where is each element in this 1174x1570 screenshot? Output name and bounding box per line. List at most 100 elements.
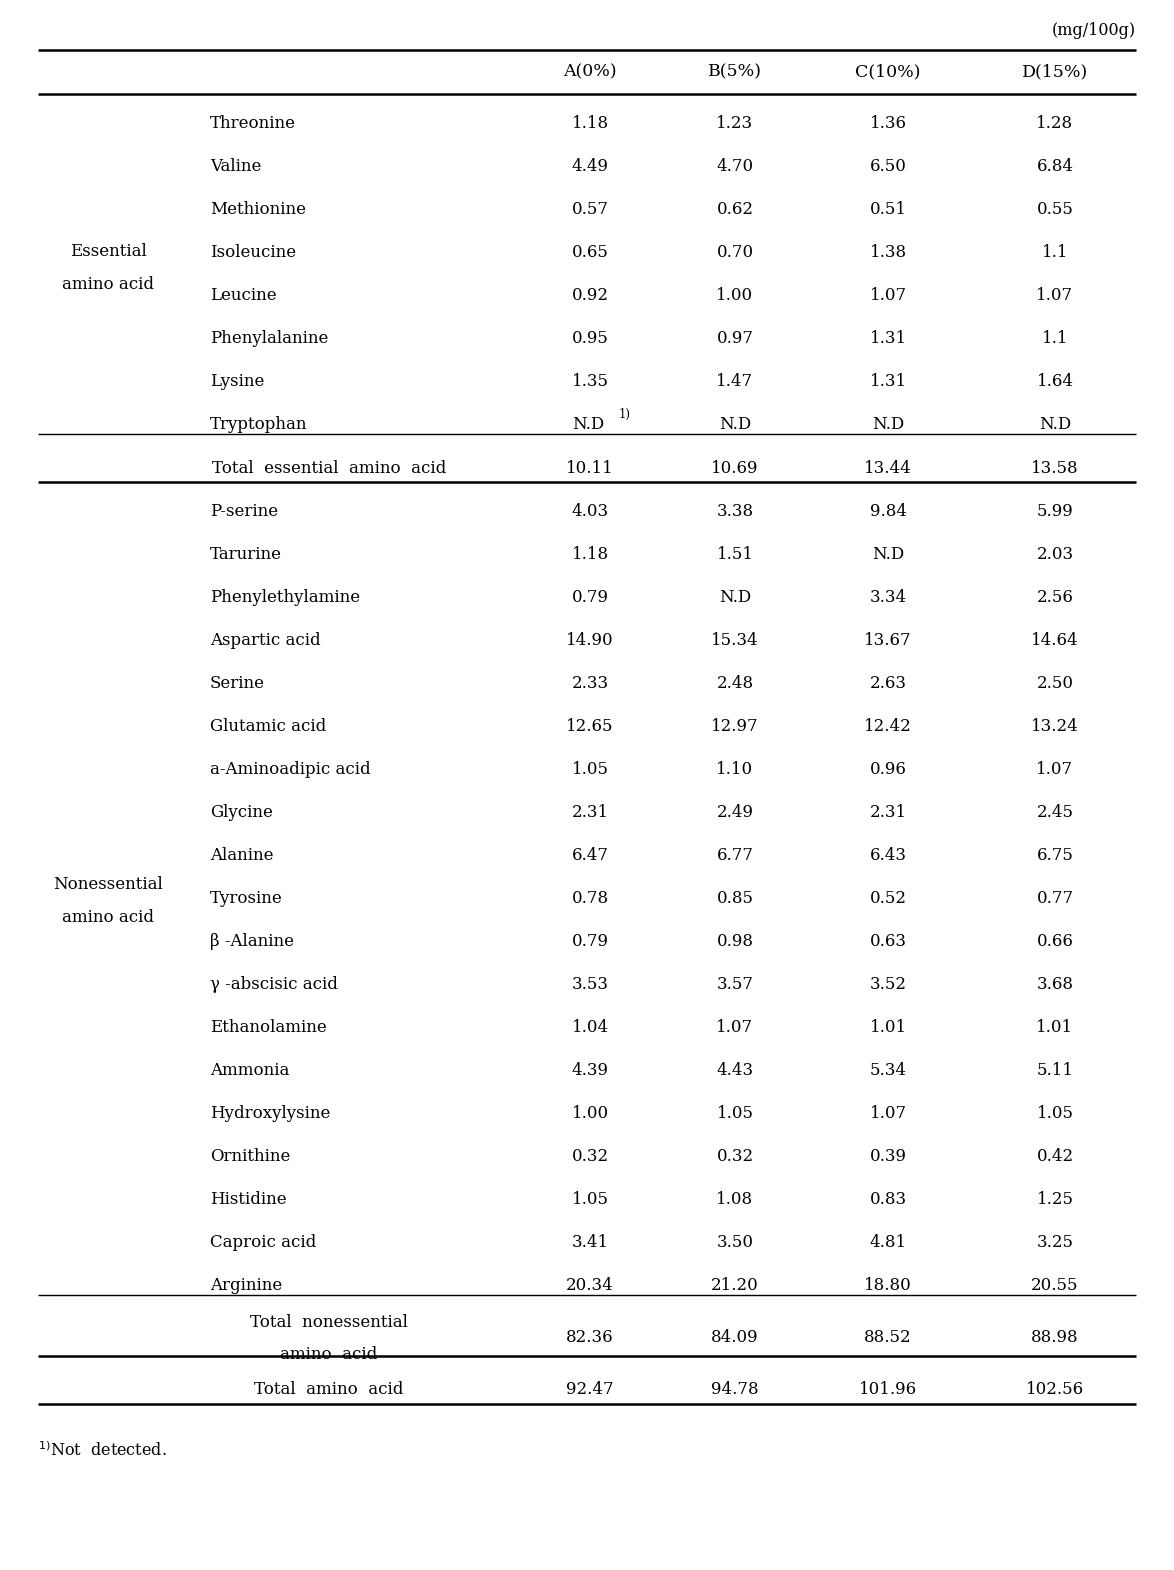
Text: amino acid: amino acid xyxy=(62,276,154,294)
Text: N.D: N.D xyxy=(718,416,751,433)
Text: 1.07: 1.07 xyxy=(870,287,906,305)
Text: 0.52: 0.52 xyxy=(870,890,906,907)
Text: 102.56: 102.56 xyxy=(1026,1382,1084,1399)
Text: A(0%): A(0%) xyxy=(564,63,616,80)
Text: 82.36: 82.36 xyxy=(566,1328,614,1345)
Text: 4.03: 4.03 xyxy=(572,502,608,520)
Text: Ornithine: Ornithine xyxy=(210,1148,290,1165)
Text: 1.36: 1.36 xyxy=(870,115,906,132)
Text: 6.75: 6.75 xyxy=(1037,848,1073,864)
Text: 1.00: 1.00 xyxy=(572,1105,608,1123)
Text: 2.33: 2.33 xyxy=(572,675,608,692)
Text: Threonine: Threonine xyxy=(210,115,296,132)
Text: 1.1: 1.1 xyxy=(1041,330,1068,347)
Text: 0.96: 0.96 xyxy=(870,761,906,779)
Text: 10.69: 10.69 xyxy=(711,460,758,477)
Text: 1.00: 1.00 xyxy=(716,287,754,305)
Text: 2.31: 2.31 xyxy=(572,804,608,821)
Text: N.D: N.D xyxy=(872,416,904,433)
Text: Ethanolamine: Ethanolamine xyxy=(210,1019,326,1036)
Text: 92.47: 92.47 xyxy=(566,1382,614,1399)
Text: Valine: Valine xyxy=(210,159,262,174)
Text: 6.47: 6.47 xyxy=(572,848,608,864)
Text: 12.65: 12.65 xyxy=(566,717,614,735)
Text: Phenylethylamine: Phenylethylamine xyxy=(210,589,360,606)
Text: Lysine: Lysine xyxy=(210,374,264,389)
Text: N.D: N.D xyxy=(572,416,605,433)
Text: 3.38: 3.38 xyxy=(716,502,754,520)
Text: 2.03: 2.03 xyxy=(1037,546,1073,564)
Text: 4.49: 4.49 xyxy=(572,159,608,174)
Text: Aspartic acid: Aspartic acid xyxy=(210,633,321,648)
Text: 14.64: 14.64 xyxy=(1031,633,1079,648)
Text: Hydroxylysine: Hydroxylysine xyxy=(210,1105,330,1123)
Text: N.D: N.D xyxy=(1039,416,1071,433)
Text: 3.25: 3.25 xyxy=(1037,1234,1073,1251)
Text: 10.11: 10.11 xyxy=(566,460,614,477)
Text: 1.1: 1.1 xyxy=(1041,243,1068,261)
Text: Alanine: Alanine xyxy=(210,848,274,864)
Text: 6.77: 6.77 xyxy=(716,848,754,864)
Text: 1.05: 1.05 xyxy=(572,761,608,779)
Text: Histidine: Histidine xyxy=(210,1192,286,1207)
Text: β -Alanine: β -Alanine xyxy=(210,933,294,950)
Text: 1.64: 1.64 xyxy=(1037,374,1073,389)
Text: 0.51: 0.51 xyxy=(870,201,906,218)
Text: 3.68: 3.68 xyxy=(1037,977,1073,994)
Text: Methionine: Methionine xyxy=(210,201,306,218)
Text: 2.31: 2.31 xyxy=(870,804,906,821)
Text: 3.57: 3.57 xyxy=(716,977,754,994)
Text: 0.32: 0.32 xyxy=(716,1148,754,1165)
Text: N.D: N.D xyxy=(872,546,904,564)
Text: 1.47: 1.47 xyxy=(716,374,754,389)
Text: 9.84: 9.84 xyxy=(870,502,906,520)
Text: 84.09: 84.09 xyxy=(711,1328,758,1345)
Text: 0.70: 0.70 xyxy=(716,243,754,261)
Text: 6.43: 6.43 xyxy=(870,848,906,864)
Text: 1.07: 1.07 xyxy=(1037,761,1073,779)
Text: Total  essential  amino  acid: Total essential amino acid xyxy=(211,460,446,477)
Text: Serine: Serine xyxy=(210,675,265,692)
Text: B(5%): B(5%) xyxy=(708,63,762,80)
Text: Isoleucine: Isoleucine xyxy=(210,243,296,261)
Text: 2.45: 2.45 xyxy=(1037,804,1073,821)
Text: 1.07: 1.07 xyxy=(870,1105,906,1123)
Text: 0.65: 0.65 xyxy=(572,243,608,261)
Text: 4.81: 4.81 xyxy=(870,1234,906,1251)
Text: 5.99: 5.99 xyxy=(1037,502,1073,520)
Text: 0.62: 0.62 xyxy=(716,201,754,218)
Text: 0.66: 0.66 xyxy=(1037,933,1073,950)
Text: 101.96: 101.96 xyxy=(859,1382,917,1399)
Text: 0.92: 0.92 xyxy=(572,287,608,305)
Text: 1.31: 1.31 xyxy=(870,374,906,389)
Text: Nonessential: Nonessential xyxy=(53,876,163,893)
Text: amino acid: amino acid xyxy=(62,909,154,926)
Text: $^{1)}$Not  detected.: $^{1)}$Not detected. xyxy=(38,1441,167,1460)
Text: 12.97: 12.97 xyxy=(711,717,758,735)
Text: 4.43: 4.43 xyxy=(716,1061,754,1079)
Text: 1.01: 1.01 xyxy=(1037,1019,1073,1036)
Text: 1.10: 1.10 xyxy=(716,761,754,779)
Text: 0.79: 0.79 xyxy=(572,589,608,606)
Text: 2.49: 2.49 xyxy=(716,804,754,821)
Text: Leucine: Leucine xyxy=(210,287,277,305)
Text: 0.57: 0.57 xyxy=(572,201,608,218)
Text: 2.50: 2.50 xyxy=(1037,675,1073,692)
Text: C(10%): C(10%) xyxy=(855,63,920,80)
Text: γ -abscisic acid: γ -abscisic acid xyxy=(210,977,338,994)
Text: 13.24: 13.24 xyxy=(1031,717,1079,735)
Text: 3.41: 3.41 xyxy=(572,1234,608,1251)
Text: 4.70: 4.70 xyxy=(716,159,754,174)
Text: 6.50: 6.50 xyxy=(870,159,906,174)
Text: 1.05: 1.05 xyxy=(1037,1105,1073,1123)
Text: Total  amino  acid: Total amino acid xyxy=(255,1382,404,1399)
Text: Tryptophan: Tryptophan xyxy=(210,416,308,433)
Text: 13.58: 13.58 xyxy=(1031,460,1079,477)
Text: 1.25: 1.25 xyxy=(1037,1192,1073,1207)
Text: 13.44: 13.44 xyxy=(864,460,912,477)
Text: 2.48: 2.48 xyxy=(716,675,754,692)
Text: Tarurine: Tarurine xyxy=(210,546,282,564)
Text: 0.98: 0.98 xyxy=(716,933,754,950)
Text: Glutamic acid: Glutamic acid xyxy=(210,717,326,735)
Text: Ammonia: Ammonia xyxy=(210,1061,289,1079)
